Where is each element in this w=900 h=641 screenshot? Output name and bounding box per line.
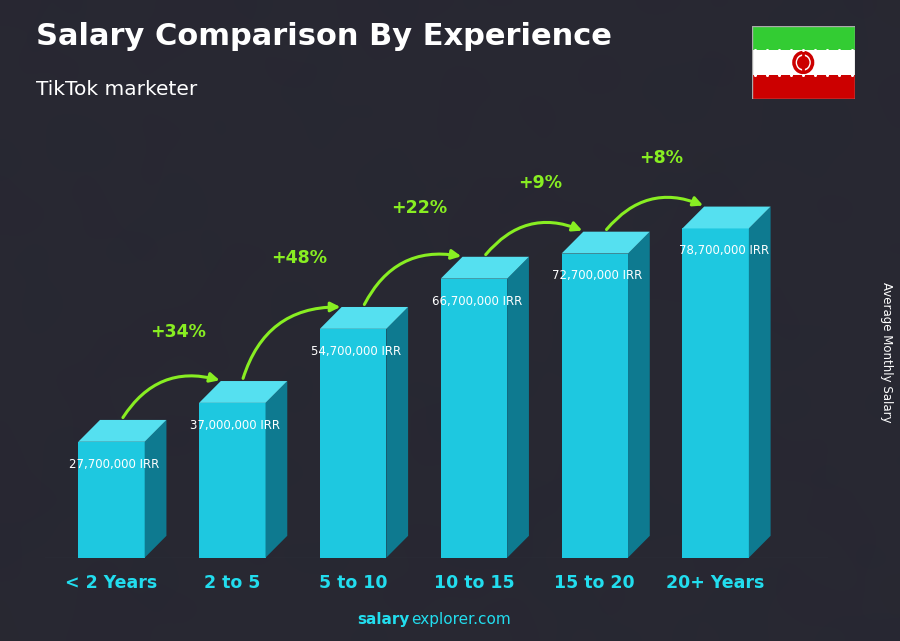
Text: Average Monthly Salary: Average Monthly Salary (880, 282, 893, 423)
Text: 66,700,000 IRR: 66,700,000 IRR (432, 294, 522, 308)
Bar (752, 50, 855, 75)
Text: explorer.com: explorer.com (411, 612, 511, 627)
Text: salary: salary (357, 612, 410, 627)
Text: 37,000,000 IRR: 37,000,000 IRR (190, 419, 280, 432)
Text: 78,700,000 IRR: 78,700,000 IRR (680, 244, 770, 257)
Polygon shape (320, 307, 408, 329)
Circle shape (797, 56, 809, 69)
Polygon shape (562, 231, 650, 254)
Bar (562, 254, 628, 558)
Bar (682, 228, 749, 558)
Polygon shape (266, 381, 287, 558)
Text: 72,700,000 IRR: 72,700,000 IRR (553, 269, 643, 283)
Bar (320, 329, 386, 558)
Bar (441, 279, 508, 558)
Bar (199, 403, 266, 558)
Polygon shape (199, 381, 287, 403)
Bar (752, 26, 855, 50)
Text: +9%: +9% (518, 174, 562, 192)
Bar (752, 75, 855, 99)
Text: 27,700,000 IRR: 27,700,000 IRR (69, 458, 159, 470)
Text: +8%: +8% (639, 149, 683, 167)
Polygon shape (78, 420, 166, 442)
Text: +34%: +34% (150, 323, 206, 341)
Text: +48%: +48% (271, 249, 327, 267)
Text: Salary Comparison By Experience: Salary Comparison By Experience (36, 22, 612, 51)
Polygon shape (749, 206, 770, 558)
Polygon shape (441, 257, 529, 279)
Polygon shape (508, 257, 529, 558)
Polygon shape (145, 420, 166, 558)
Polygon shape (628, 231, 650, 558)
Polygon shape (386, 307, 408, 558)
Text: 54,700,000 IRR: 54,700,000 IRR (310, 345, 401, 358)
Text: TikTok marketer: TikTok marketer (36, 80, 197, 99)
Polygon shape (682, 206, 770, 228)
Bar (78, 442, 145, 558)
Text: +22%: +22% (392, 199, 447, 217)
